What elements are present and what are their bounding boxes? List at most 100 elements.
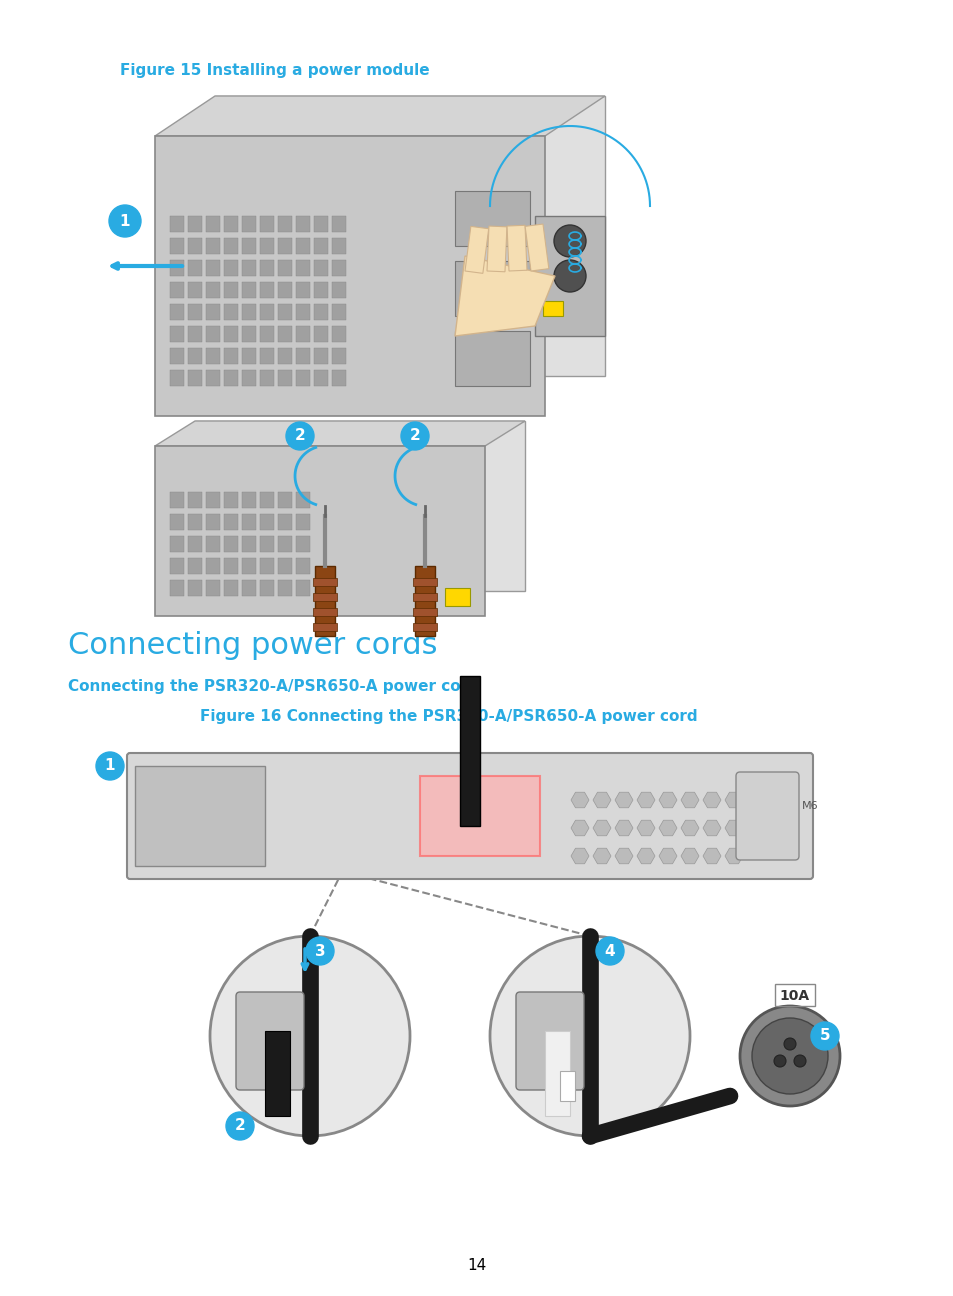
Bar xyxy=(242,559,255,574)
Bar xyxy=(170,581,184,596)
Bar xyxy=(314,305,328,320)
Bar xyxy=(170,238,184,254)
Bar xyxy=(224,260,237,276)
Bar xyxy=(295,349,310,364)
Bar xyxy=(413,578,436,586)
Bar xyxy=(242,238,255,254)
Bar xyxy=(295,581,310,596)
Bar xyxy=(224,369,237,386)
Bar xyxy=(277,581,292,596)
Bar xyxy=(314,238,328,254)
Polygon shape xyxy=(659,848,677,864)
Polygon shape xyxy=(724,848,742,864)
Bar xyxy=(170,537,184,552)
Bar xyxy=(135,766,265,866)
Polygon shape xyxy=(593,820,610,836)
Polygon shape xyxy=(154,446,484,616)
Bar xyxy=(314,283,328,298)
Bar xyxy=(260,349,274,364)
Bar xyxy=(295,559,310,574)
Bar xyxy=(260,492,274,508)
Bar xyxy=(170,283,184,298)
Bar xyxy=(314,216,328,232)
Bar xyxy=(295,515,310,530)
Bar xyxy=(295,283,310,298)
Bar xyxy=(314,327,328,342)
Circle shape xyxy=(740,1006,840,1105)
Bar xyxy=(313,578,336,586)
Bar xyxy=(314,260,328,276)
Bar xyxy=(314,349,328,364)
Polygon shape xyxy=(659,792,677,807)
Circle shape xyxy=(554,260,585,292)
Bar xyxy=(295,260,310,276)
Text: 2: 2 xyxy=(294,429,305,443)
Bar xyxy=(419,776,539,855)
Bar xyxy=(242,537,255,552)
Polygon shape xyxy=(154,96,604,136)
Bar xyxy=(486,226,506,272)
Bar xyxy=(295,327,310,342)
Polygon shape xyxy=(455,257,555,336)
Bar xyxy=(260,369,274,386)
Bar xyxy=(188,305,202,320)
Bar xyxy=(242,327,255,342)
Text: 2: 2 xyxy=(409,429,420,443)
Polygon shape xyxy=(637,848,655,864)
Circle shape xyxy=(109,205,141,237)
Polygon shape xyxy=(615,792,633,807)
Bar xyxy=(277,216,292,232)
Bar xyxy=(455,260,530,316)
Polygon shape xyxy=(637,820,655,836)
Polygon shape xyxy=(571,848,588,864)
Polygon shape xyxy=(615,848,633,864)
Bar xyxy=(260,216,274,232)
Bar xyxy=(260,238,274,254)
Bar xyxy=(224,216,237,232)
Bar xyxy=(224,515,237,530)
FancyBboxPatch shape xyxy=(127,753,812,879)
Polygon shape xyxy=(154,421,524,446)
Bar xyxy=(170,515,184,530)
Bar xyxy=(242,581,255,596)
Polygon shape xyxy=(680,848,699,864)
Bar xyxy=(170,305,184,320)
Bar xyxy=(206,349,220,364)
Bar xyxy=(332,369,346,386)
Bar xyxy=(188,238,202,254)
Polygon shape xyxy=(702,792,720,807)
Bar xyxy=(277,238,292,254)
Bar xyxy=(455,191,530,246)
Circle shape xyxy=(554,226,585,257)
Text: 14: 14 xyxy=(467,1258,486,1274)
Bar xyxy=(206,515,220,530)
Text: 10A: 10A xyxy=(780,989,809,1003)
Bar xyxy=(224,327,237,342)
Bar xyxy=(332,305,346,320)
Bar xyxy=(295,369,310,386)
Bar xyxy=(295,238,310,254)
Bar xyxy=(277,260,292,276)
Polygon shape xyxy=(680,792,699,807)
Bar xyxy=(188,515,202,530)
Bar xyxy=(170,369,184,386)
Polygon shape xyxy=(702,848,720,864)
Bar xyxy=(224,349,237,364)
Bar xyxy=(188,559,202,574)
Bar xyxy=(332,349,346,364)
Text: Figure 15 Installing a power module: Figure 15 Installing a power module xyxy=(120,64,429,79)
Bar xyxy=(559,1070,575,1102)
Bar xyxy=(260,537,274,552)
Circle shape xyxy=(400,422,429,450)
Text: M6: M6 xyxy=(801,801,818,811)
Bar xyxy=(188,349,202,364)
Circle shape xyxy=(783,1038,795,1050)
Bar xyxy=(206,238,220,254)
Bar xyxy=(544,1032,569,1116)
Bar xyxy=(260,559,274,574)
Polygon shape xyxy=(615,820,633,836)
Bar xyxy=(260,327,274,342)
Bar xyxy=(206,492,220,508)
Polygon shape xyxy=(680,820,699,836)
Bar xyxy=(242,305,255,320)
